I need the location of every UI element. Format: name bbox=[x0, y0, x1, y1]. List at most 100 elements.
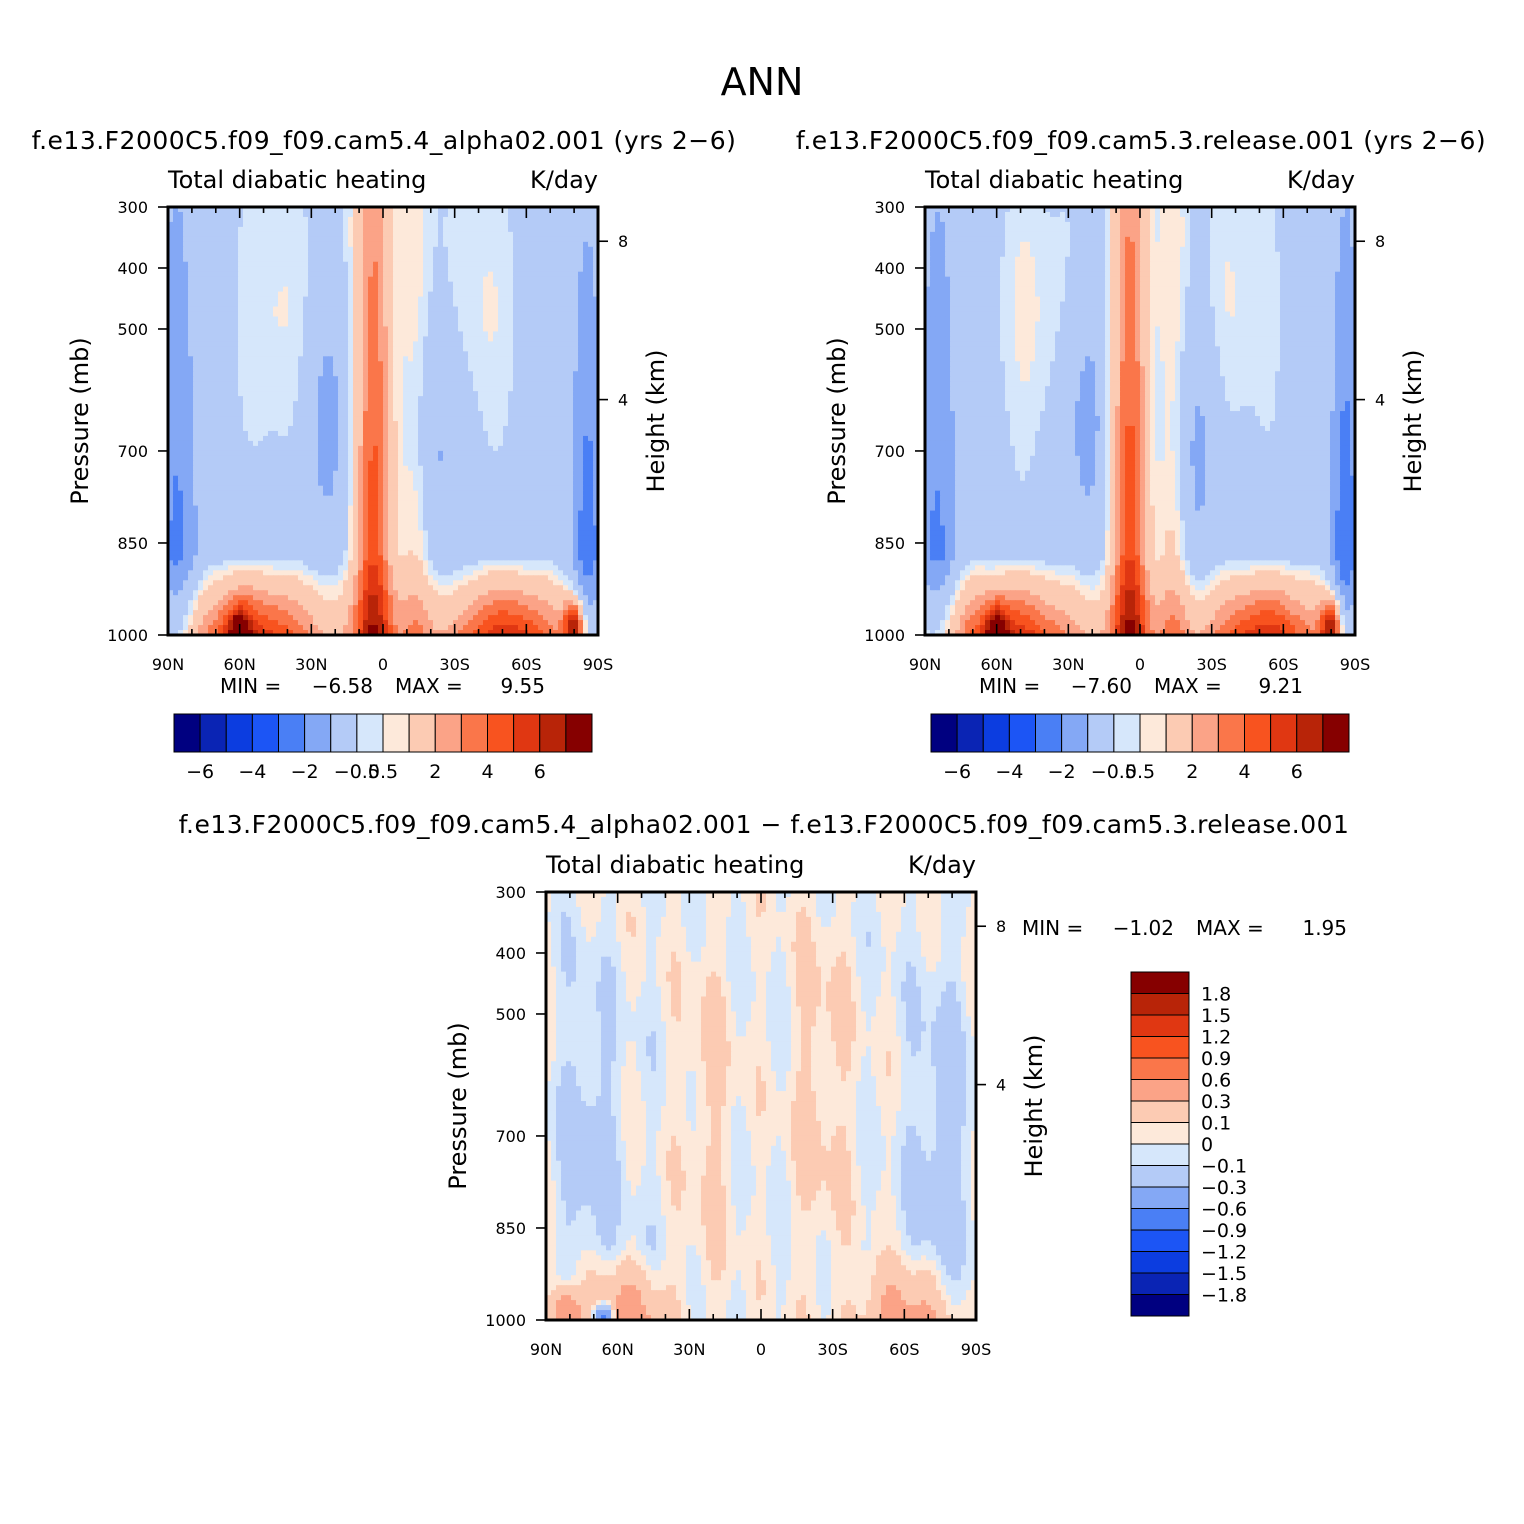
heatmap-cell bbox=[168, 450, 174, 457]
heatmap-cell bbox=[378, 411, 384, 417]
heatmap-cell bbox=[213, 376, 219, 382]
heatmap-cell bbox=[538, 421, 544, 427]
heatmap-cell bbox=[173, 271, 179, 278]
heatmap-cell bbox=[503, 411, 509, 417]
heatmap-cell bbox=[583, 316, 589, 323]
heatmap-cell bbox=[368, 276, 374, 283]
heatmap-cell bbox=[218, 356, 224, 362]
heatmap-cell bbox=[473, 480, 479, 487]
heatmap-cell bbox=[363, 271, 369, 278]
heatmap-cell bbox=[243, 291, 249, 298]
heatmap-cell bbox=[238, 316, 244, 323]
heatmap-cell bbox=[263, 425, 269, 432]
heatmap-cell bbox=[233, 261, 239, 268]
heatmap-cell bbox=[203, 341, 209, 347]
heatmap-cell bbox=[473, 286, 479, 293]
heatmap-cell bbox=[478, 386, 484, 392]
heatmap-cell bbox=[203, 291, 209, 298]
heatmap-cell bbox=[298, 266, 304, 273]
heatmap-cell bbox=[368, 465, 374, 472]
heatmap-cell bbox=[303, 336, 309, 342]
heatmap-cell bbox=[503, 381, 509, 387]
heatmap-cell bbox=[168, 316, 174, 323]
heatmap-cell bbox=[508, 231, 514, 238]
heatmap-cell bbox=[268, 490, 274, 497]
heatmap-cell bbox=[178, 450, 184, 457]
heatmap-cell bbox=[433, 465, 439, 472]
heatmap-cell bbox=[368, 470, 374, 477]
heatmap-cell bbox=[478, 311, 484, 318]
heatmap-cell bbox=[223, 475, 229, 482]
heatmap-cell bbox=[233, 416, 239, 422]
heatmap-cell bbox=[173, 455, 179, 462]
heatmap-cell bbox=[388, 406, 394, 412]
heatmap-cell bbox=[478, 425, 484, 432]
heatmap-cell bbox=[518, 296, 524, 303]
heatmap-cell bbox=[308, 336, 314, 342]
heatmap-cell bbox=[273, 251, 279, 258]
heatmap-cell bbox=[248, 386, 254, 392]
heatmap-cell bbox=[493, 211, 499, 218]
heatmap-cell bbox=[193, 460, 199, 467]
heatmap-cell bbox=[408, 286, 414, 293]
heatmap-cell bbox=[308, 421, 314, 427]
heatmap-cell bbox=[473, 331, 479, 337]
heatmap-cell bbox=[383, 311, 389, 318]
heatmap-cell bbox=[443, 480, 449, 487]
heatmap-cell bbox=[533, 321, 539, 328]
heatmap-cell bbox=[173, 366, 179, 372]
heatmap-cell bbox=[558, 401, 564, 407]
heatmap-cell bbox=[213, 331, 219, 337]
heatmap-cell bbox=[263, 406, 269, 412]
heatmap-cell bbox=[468, 291, 474, 298]
heatmap-cell bbox=[268, 460, 274, 467]
heatmap-cell bbox=[343, 336, 349, 342]
heatmap-cell bbox=[498, 381, 504, 387]
heatmap-cell bbox=[323, 326, 329, 333]
heatmap-cell bbox=[408, 470, 414, 477]
heatmap-cell bbox=[333, 381, 339, 387]
heatmap-cell bbox=[408, 231, 414, 238]
heatmap-cell bbox=[428, 366, 434, 372]
heatmap-cell bbox=[378, 221, 384, 228]
heatmap-cell bbox=[183, 475, 189, 482]
heatmap-cell bbox=[243, 480, 249, 487]
heatmap-cell bbox=[583, 296, 589, 303]
heatmap-cell bbox=[468, 296, 474, 303]
heatmap-cell bbox=[373, 435, 379, 442]
heatmap-cell bbox=[333, 421, 339, 427]
heatmap-cell bbox=[258, 346, 264, 352]
heatmap-cell bbox=[423, 251, 429, 258]
heatmap-cell bbox=[483, 421, 489, 427]
heatmap-cell bbox=[348, 381, 354, 387]
heatmap-cell bbox=[383, 321, 389, 328]
heatmap-cell bbox=[428, 401, 434, 407]
heatmap-cell bbox=[453, 366, 459, 372]
heatmap-cell bbox=[298, 296, 304, 303]
heatmap-cell bbox=[553, 416, 559, 422]
heatmap-cell bbox=[303, 425, 309, 432]
heatmap-cell bbox=[443, 406, 449, 412]
heatmap-cell bbox=[443, 475, 449, 482]
heatmap-cell bbox=[168, 216, 174, 223]
heatmap-cell bbox=[568, 440, 574, 447]
heatmap-cell bbox=[588, 440, 594, 447]
heatmap-cell bbox=[283, 216, 289, 223]
heatmap-cell bbox=[458, 366, 464, 372]
heatmap-cell bbox=[518, 396, 524, 402]
heatmap-cell bbox=[473, 276, 479, 283]
heatmap-cell bbox=[323, 475, 329, 482]
heatmap-cell bbox=[288, 421, 294, 427]
heatmap-cell bbox=[443, 251, 449, 258]
heatmap-cell bbox=[438, 480, 444, 487]
heatmap-cell bbox=[363, 301, 369, 308]
heatmap-cell bbox=[448, 251, 454, 258]
heatmap-cell bbox=[493, 306, 499, 313]
heatmap-cell bbox=[543, 455, 549, 462]
heatmap-cell bbox=[198, 311, 204, 318]
heatmap-cell bbox=[383, 430, 389, 437]
heatmap-cell bbox=[333, 291, 339, 298]
heatmap-cell bbox=[403, 396, 409, 402]
heatmap-cell bbox=[338, 490, 344, 497]
heatmap-cell bbox=[303, 376, 309, 382]
